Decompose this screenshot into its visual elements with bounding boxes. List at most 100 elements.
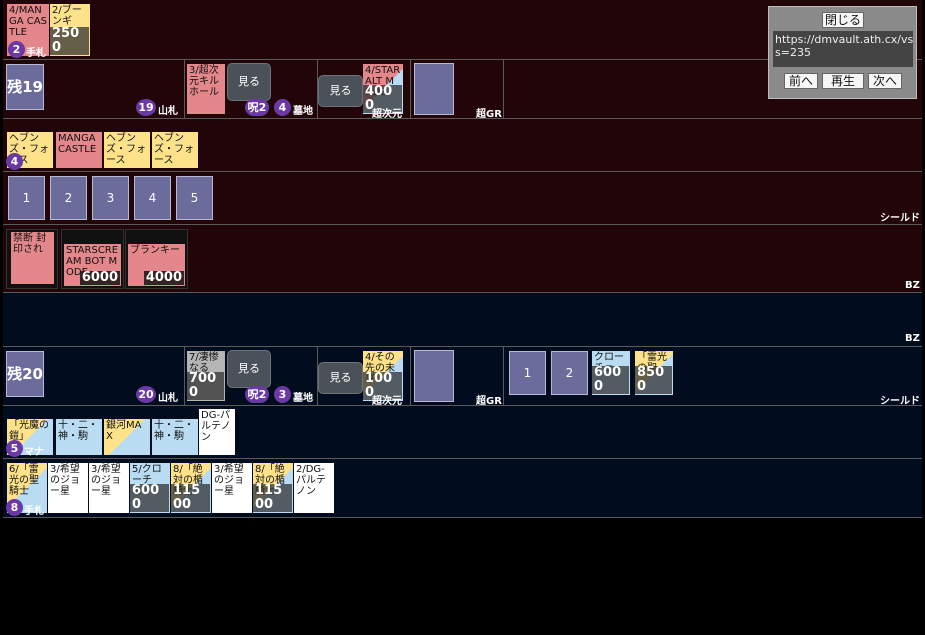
opponent-curse-badge: 呪2 bbox=[245, 99, 269, 116]
my-shield-2[interactable]: 2 bbox=[551, 351, 588, 395]
my-deck-row: 残20 20 山札 7/凄惨なる 7000 見る 呪2 3 墓地 見る 4/その… bbox=[3, 347, 922, 407]
opponent-shield-1[interactable]: 1 bbox=[8, 176, 45, 220]
deck-remaining: 残19 bbox=[7, 78, 43, 96]
my-deck-card[interactable]: 残20 bbox=[6, 351, 44, 397]
my-hand-card-1[interactable]: 6/「雷光の聖騎士 bbox=[7, 463, 47, 513]
my-shield-3[interactable]: クローチェ・ 6000 bbox=[592, 351, 630, 395]
opponent-shield-3[interactable]: 3 bbox=[92, 176, 129, 220]
gr-label: 超GR bbox=[476, 396, 502, 407]
card-text: 「光魔の鎧」 bbox=[9, 420, 49, 442]
prev-button[interactable]: 前へ bbox=[784, 73, 818, 89]
card-text: 6/「雷光の聖騎士 bbox=[9, 464, 39, 497]
my-mana-card-2[interactable]: 十・二・神・駒 bbox=[56, 419, 102, 455]
my-hand-card-4[interactable]: 5/クローチェ・ 6000 bbox=[130, 463, 170, 513]
my-hand-card-6[interactable]: 3/希望のジョー星 bbox=[212, 463, 252, 513]
card-power: 6000 bbox=[130, 484, 169, 512]
card-power: 11500 bbox=[253, 484, 292, 512]
my-hand-card-5[interactable]: 8/「絶対の楯騎士 11500 bbox=[171, 463, 211, 513]
opponent-graveyard-area: 3/超次元キルホール 見る 呪2 4 墓地 bbox=[184, 60, 318, 118]
my-shield-1[interactable]: 1 bbox=[509, 351, 546, 395]
opponent-gr-deck-card[interactable] bbox=[414, 63, 454, 115]
my-mana-card-5[interactable]: DG-パルテノン bbox=[199, 409, 235, 455]
my-hand-card-3[interactable]: 3/希望のジョー星 bbox=[89, 463, 129, 513]
my-hand-card-7[interactable]: 8/「絶対の楯騎士 11500 bbox=[253, 463, 293, 513]
card-text: 銀河MAX bbox=[106, 420, 142, 442]
my-mana-zone: 「光魔の鎧」 十・二・神・駒 銀河MAX 十・二・神・駒 DG-パルテノン 5 … bbox=[3, 406, 922, 459]
opponent-mana-card-4[interactable]: ヘブンズ・フォース bbox=[152, 132, 198, 168]
play-button[interactable]: 再生 bbox=[822, 73, 864, 89]
card-power: 7000 bbox=[187, 372, 224, 400]
card-text: 7/凄惨なる bbox=[189, 352, 219, 374]
opponent-hyperspace-view-button[interactable]: 見る bbox=[318, 75, 363, 107]
card-text: 2/DG-パルテノン bbox=[296, 464, 326, 497]
opponent-bz-card-1[interactable]: 禁断 封印され bbox=[11, 232, 54, 284]
my-curse-badge: 呪2 bbox=[245, 386, 269, 403]
graveyard-label: 墓地 bbox=[293, 393, 313, 404]
opponent-mana-count-badge: 4 bbox=[6, 153, 23, 170]
card-power: 6000 bbox=[79, 270, 120, 285]
opponent-shield-2[interactable]: 2 bbox=[50, 176, 87, 220]
card-power: 4000 bbox=[363, 85, 402, 113]
my-mana-count-badge: 5 bbox=[6, 440, 23, 457]
hyperspace-label: 超次元 bbox=[372, 396, 402, 407]
my-hyperspace-area: 見る 4/その先の未来 1000 超次元 bbox=[317, 347, 411, 407]
opponent-mana-zone: ヘブンズ・フォース MANGA CASTLE ヘブンズ・フォース ヘブンズ・フォ… bbox=[3, 119, 922, 172]
my-deck-count-badge: 20 bbox=[136, 386, 156, 403]
my-graveyard-top-card[interactable]: 7/凄惨なる 7000 bbox=[187, 351, 225, 401]
close-button[interactable]: 閉じる bbox=[822, 12, 864, 28]
replay-control-panel: 閉じる https://dmvault.ath.cx/vs677 s=235 前… bbox=[768, 6, 917, 99]
card-text: 十・二・神・駒 bbox=[154, 420, 194, 442]
my-hand-count-badge: 8 bbox=[6, 499, 23, 516]
card-power: 2500 bbox=[50, 27, 89, 55]
my-hand-zone: 6/「雷光の聖騎士 3/希望のジョー星 3/希望のジョー星 5/クローチェ・ 6… bbox=[3, 459, 922, 518]
opponent-shield-4[interactable]: 4 bbox=[134, 176, 171, 220]
card-text: MANGA CASTLE bbox=[58, 133, 97, 155]
opponent-hyperspace-top-card[interactable]: 4/STARALT MODE 4000 bbox=[363, 64, 403, 114]
card-text: ブランキー bbox=[130, 245, 180, 256]
card-text: 3/超次元キルホール bbox=[189, 65, 219, 98]
card-text: 禁断 封印され bbox=[13, 233, 47, 255]
card-text: 4/MANGA CASTLE bbox=[9, 5, 47, 38]
next-button[interactable]: 次へ bbox=[868, 73, 902, 89]
my-hand-card-8[interactable]: 2/DG-パルテノン bbox=[294, 463, 334, 513]
opponent-hand-card-2[interactable]: 2/ブーンギ 2500 bbox=[50, 4, 90, 56]
my-mana-card-3[interactable]: 銀河MAX bbox=[104, 419, 150, 455]
mana-label: マナ bbox=[24, 447, 44, 458]
opponent-hand-count-badge: 2 bbox=[8, 41, 25, 58]
card-power: 6000 bbox=[592, 366, 629, 394]
card-power: 8500 bbox=[635, 366, 672, 394]
opponent-mana-card-2[interactable]: MANGA CASTLE bbox=[56, 132, 102, 168]
opponent-deck-area: 残19 19 山札 bbox=[3, 60, 185, 118]
my-hyperspace-view-button[interactable]: 見る bbox=[318, 362, 363, 394]
my-hyperspace-top-card[interactable]: 4/その先の未来 1000 bbox=[363, 351, 403, 401]
opponent-graveyard-view-button[interactable]: 見る bbox=[227, 63, 271, 101]
my-gr-deck-card[interactable] bbox=[414, 350, 454, 402]
opponent-deck-card[interactable]: 残19 bbox=[6, 64, 44, 110]
graveyard-label: 墓地 bbox=[293, 106, 313, 117]
opponent-hyperspace-area: 見る 4/STARALT MODE 4000 超次元 bbox=[317, 60, 411, 120]
replay-url-line-2: s=235 bbox=[775, 46, 811, 59]
my-deck-area: 残20 20 山札 bbox=[3, 347, 185, 405]
hand-label: 手札 bbox=[26, 48, 46, 59]
deck-remaining: 残20 bbox=[7, 365, 43, 383]
opponent-gr-area: 超GR bbox=[410, 60, 504, 120]
opponent-bz-card-2[interactable]: STARSCREAM BOT MODE 6000 bbox=[64, 244, 121, 286]
card-power: 11500 bbox=[171, 484, 210, 512]
opponent-shield-zone: 1 2 3 4 5 シールド bbox=[3, 172, 922, 225]
deck-label: 山札 bbox=[158, 106, 178, 117]
my-mana-card-4[interactable]: 十・二・神・駒 bbox=[152, 419, 198, 455]
opponent-graveyard-top-card[interactable]: 3/超次元キルホール bbox=[187, 64, 225, 114]
my-shield-4[interactable]: 「雷光の聖 8500 bbox=[635, 351, 673, 395]
my-graveyard-area: 7/凄惨なる 7000 見る 呪2 3 墓地 bbox=[184, 347, 318, 405]
card-text: 十・二・神・駒 bbox=[58, 420, 98, 442]
bz-label: BZ bbox=[905, 280, 920, 291]
card-power: 4000 bbox=[143, 270, 184, 285]
shield-label: シールド bbox=[880, 396, 920, 407]
opponent-shield-5[interactable]: 5 bbox=[176, 176, 213, 220]
my-graveyard-view-button[interactable]: 見る bbox=[227, 350, 271, 388]
my-hand-card-2[interactable]: 3/希望のジョー星 bbox=[48, 463, 88, 513]
opponent-bz-card-3[interactable]: ブランキー 4000 bbox=[128, 244, 185, 286]
hyperspace-label: 超次元 bbox=[372, 109, 402, 120]
bz-label: BZ bbox=[905, 333, 920, 344]
opponent-mana-card-3[interactable]: ヘブンズ・フォース bbox=[104, 132, 150, 168]
